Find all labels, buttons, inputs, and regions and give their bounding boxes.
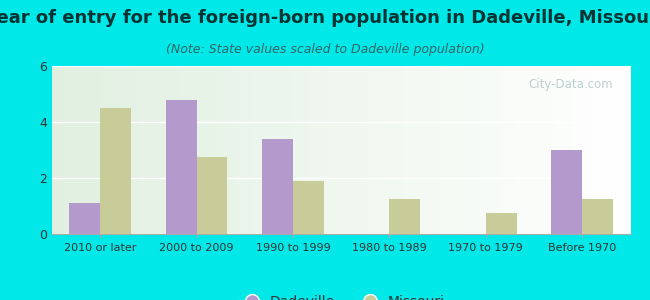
Text: City-Data.com: City-Data.com [528,78,613,91]
Legend: Dadeville, Missouri: Dadeville, Missouri [232,289,450,300]
Bar [70,203,100,234]
Bar [262,139,293,234]
Bar [100,108,131,234]
Bar [551,150,582,234]
Bar [389,199,421,234]
Bar [582,199,613,234]
Bar [166,100,196,234]
Bar [293,181,324,234]
Text: (Note: State values scaled to Dadeville population): (Note: State values scaled to Dadeville … [166,44,484,56]
Bar [196,157,227,234]
Bar [486,213,517,234]
Text: Year of entry for the foreign-born population in Dadeville, Missouri: Year of entry for the foreign-born popul… [0,9,650,27]
